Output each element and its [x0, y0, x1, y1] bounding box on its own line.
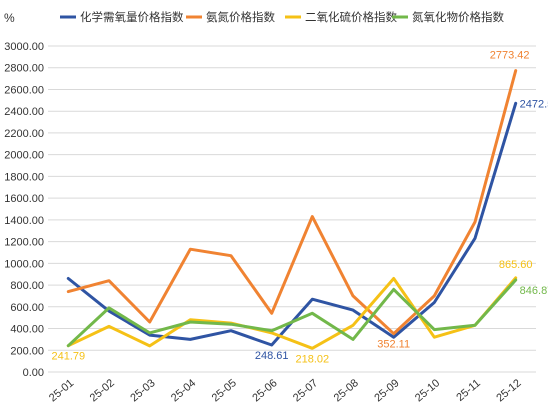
- legend-label: 氮氧化物价格指数: [412, 10, 504, 24]
- data-label: 248.61: [255, 350, 289, 362]
- y-axis-ticks: 0.00 200.00 400.00 600.00 800.00 1000.00 1200.…: [4, 41, 44, 379]
- data-label: 846.87: [520, 285, 548, 297]
- x-tick-label: 25-07: [291, 377, 320, 404]
- y-tick-label: 200.00: [10, 345, 44, 357]
- y-tick-label: 2800.00: [4, 63, 44, 75]
- y-tick-label: 1000.00: [4, 258, 44, 270]
- x-tick-label: 25-02: [88, 377, 117, 404]
- x-tick-label: 25-11: [454, 377, 483, 404]
- legend: 化学需氧量价格指数 氨氮价格指数 二氧化硫价格指数 氮氧化物价格指数: [60, 10, 504, 24]
- series-line-2: [66, 276, 518, 350]
- series-lines: [66, 69, 518, 350]
- gridlines: [48, 45, 536, 373]
- legend-label: 氨氮价格指数: [206, 10, 275, 24]
- y-tick-label: 1600.00: [4, 193, 44, 205]
- y-tick-label: 1400.00: [4, 215, 44, 227]
- legend-label: 化学需氧量价格指数: [80, 10, 184, 24]
- data-label: 865.60: [499, 259, 533, 271]
- x-axis-ticks: 25-01 25-02 25-03 25-04 25-05 25-06 25-07 25-08…: [47, 377, 524, 404]
- x-tick-label: 25-10: [413, 377, 442, 404]
- y-tick-label: 0.00: [23, 367, 44, 379]
- data-label: 218.02: [296, 353, 330, 365]
- data-label: 2773.42: [490, 50, 530, 62]
- series-line-3: [66, 278, 518, 348]
- y-tick-label: 2200.00: [4, 128, 44, 140]
- x-tick-label: 25-06: [250, 377, 279, 404]
- legend-item: 氨氮价格指数: [186, 10, 275, 24]
- x-tick-label: 25-09: [372, 377, 401, 404]
- legend-item: 二氧化硫价格指数: [285, 10, 397, 24]
- data-label: 352.11: [377, 339, 410, 351]
- legend-label: 二氧化硫价格指数: [305, 10, 397, 24]
- data-label: 2472.57: [520, 98, 548, 110]
- y-tick-label: 1800.00: [4, 171, 44, 183]
- y-axis-unit: %: [4, 11, 15, 25]
- x-tick-label: 25-08: [332, 377, 361, 404]
- y-tick-label: 3000.00: [4, 41, 44, 53]
- y-tick-label: 1200.00: [4, 237, 44, 249]
- series-line-1: [66, 69, 518, 336]
- data-labels: 241.79 248.61 218.02 352.11 2773.42 2472.57 86…: [52, 50, 548, 366]
- data-label: 241.79: [52, 351, 86, 363]
- legend-item: 氮氧化物价格指数: [392, 10, 504, 24]
- x-tick-label: 25-04: [169, 377, 198, 404]
- x-tick-label: 25-05: [210, 377, 239, 404]
- legend-item: 化学需氧量价格指数: [60, 10, 184, 24]
- x-tick-label: 25-01: [47, 377, 76, 404]
- y-tick-label: 600.00: [10, 302, 44, 314]
- x-tick-label: 25-03: [128, 377, 157, 404]
- y-tick-label: 2000.00: [4, 150, 44, 162]
- y-tick-label: 2600.00: [4, 84, 44, 96]
- y-tick-label: 400.00: [10, 324, 44, 336]
- x-tick-label: 25-12: [494, 377, 523, 404]
- y-tick-label: 800.00: [10, 280, 44, 292]
- y-tick-label: 2400.00: [4, 106, 44, 118]
